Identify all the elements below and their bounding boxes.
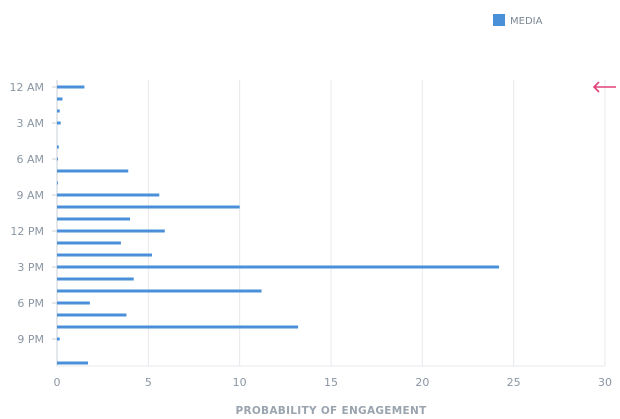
bar-3-pm[interactable] [57, 265, 500, 269]
y-tick-label: 12 PM [10, 225, 44, 238]
x-tick-label: 5 [145, 376, 152, 389]
bar-6-am[interactable] [57, 157, 58, 161]
bar-5-am[interactable] [57, 145, 59, 149]
gridlines [147, 80, 606, 366]
bar-1-pm[interactable] [57, 241, 121, 245]
bar-2-am[interactable] [57, 109, 60, 113]
y-tick-label: 9 AM [16, 189, 44, 202]
bar-12-pm[interactable] [57, 229, 165, 233]
bar-10-am[interactable] [57, 205, 240, 209]
bar-8-am[interactable] [57, 181, 58, 185]
y-tick-labels: 12 AM 3 AM 6 AM 9 AM 12 PM 3 PM 6 PM 9 PM [9, 81, 44, 346]
legend-swatch-media [493, 14, 505, 26]
axes [52, 80, 605, 367]
y-tick-label: 3 PM [17, 261, 44, 274]
x-axis-title: PROBABILITY OF ENGAGEMENT [235, 405, 427, 417]
x-tick-label: 30 [598, 376, 612, 389]
x-tick-label: 10 [233, 376, 247, 389]
bars [57, 85, 500, 365]
bar-6-pm[interactable] [57, 301, 90, 305]
bar-7-am[interactable] [57, 169, 129, 173]
bar-9-am[interactable] [57, 193, 160, 197]
x-tick-label: 15 [324, 376, 338, 389]
left-arrow-icon [592, 81, 616, 93]
bar-2-pm[interactable] [57, 253, 152, 257]
bar-9-pm[interactable] [57, 337, 60, 341]
bar-1-am[interactable] [57, 97, 63, 101]
bar-7-pm[interactable] [57, 313, 127, 317]
bar-5-pm[interactable] [57, 289, 262, 293]
bar-4-pm[interactable] [57, 277, 134, 281]
y-tick-label: 9 PM [17, 333, 44, 346]
bar-11-pm[interactable] [57, 361, 89, 365]
legend-label-media: MEDIA [510, 16, 543, 27]
bar-11-am[interactable] [57, 217, 131, 221]
y-tick-label: 12 AM [9, 81, 44, 94]
y-tick-label: 3 AM [16, 117, 44, 130]
y-tick-label: 6 AM [16, 153, 44, 166]
x-tick-labels: 0 5 10 15 20 25 30 [54, 376, 613, 389]
bar-12-am[interactable] [57, 85, 85, 89]
x-tick-label: 0 [54, 376, 61, 389]
legend[interactable]: MEDIA [493, 14, 543, 27]
y-tick-label: 6 PM [17, 297, 44, 310]
bar-8-pm[interactable] [57, 325, 299, 329]
x-tick-label: 25 [507, 376, 521, 389]
bar-3-am[interactable] [57, 121, 61, 125]
x-tick-label: 20 [415, 376, 429, 389]
